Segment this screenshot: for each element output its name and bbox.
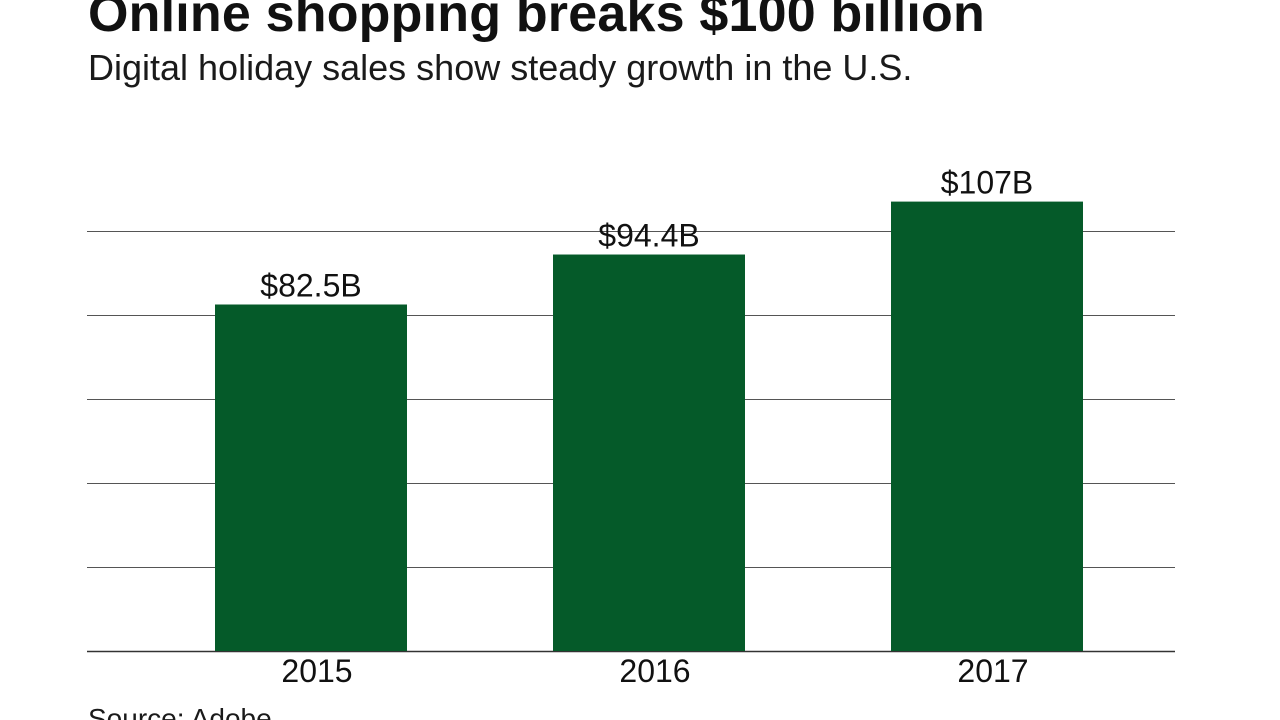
chart-subtitle: Digital holiday sales show steady growth… (88, 47, 913, 88)
data-label: $82.5B (260, 268, 361, 304)
bar (553, 254, 745, 651)
chart-source: Source: Adobe (88, 703, 272, 720)
x-tick-label: 2015 (281, 653, 352, 689)
chart-title: Online shopping breaks $100 billion (88, 0, 985, 43)
data-labels: $82.5B $94.4B $107B (260, 165, 1033, 304)
x-tick-label: 2016 (619, 653, 690, 689)
data-label: $107B (941, 165, 1034, 201)
bar (215, 304, 407, 651)
bar (891, 201, 1083, 651)
x-tick-label: 2017 (957, 653, 1028, 689)
x-tick-labels: 2015 2016 2017 (281, 653, 1028, 689)
data-label: $94.4B (598, 218, 699, 254)
bars (215, 201, 1083, 651)
